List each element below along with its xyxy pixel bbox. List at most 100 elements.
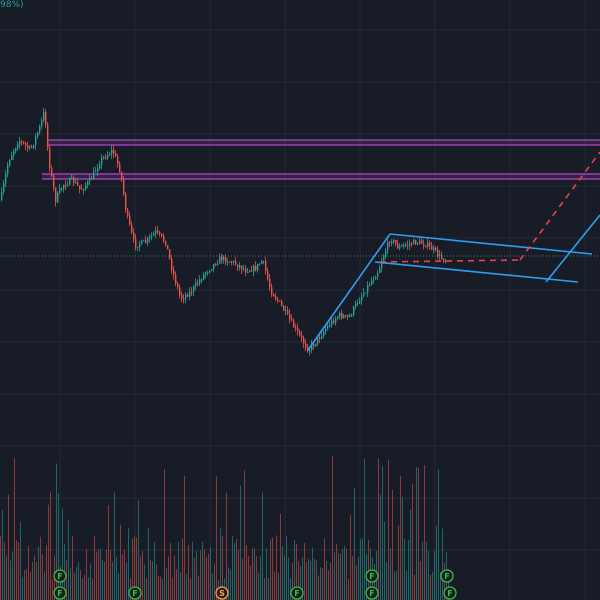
candle-body <box>83 189 85 191</box>
volume-bar <box>232 535 233 600</box>
candle-body <box>209 270 211 273</box>
candle-body <box>395 239 397 244</box>
volume-bar <box>328 570 329 600</box>
candle-body <box>391 241 393 244</box>
resistance-band-layer[interactable] <box>42 139 600 180</box>
candle-body <box>363 292 365 297</box>
candle-body <box>253 265 255 272</box>
candle-body <box>375 277 377 280</box>
event-label: F <box>57 572 62 581</box>
candle-body <box>165 240 167 245</box>
candle-body <box>195 282 197 287</box>
candle-body <box>107 154 109 159</box>
earnings-marker[interactable]: F <box>365 586 379 600</box>
candle-body <box>189 291 191 297</box>
volume-bar <box>414 574 415 600</box>
candle-body <box>57 193 59 203</box>
volume-bar <box>410 509 411 600</box>
candle-body <box>255 265 257 271</box>
volume-bar <box>304 543 305 600</box>
volume-bar <box>138 500 139 600</box>
candle-body <box>409 243 411 246</box>
candle-body <box>291 319 293 321</box>
volume-bar <box>186 574 187 600</box>
candle-body <box>127 209 129 216</box>
volume-bar <box>278 573 279 600</box>
candle-body <box>91 178 93 180</box>
earnings-marker[interactable]: F <box>53 569 67 583</box>
volume-bar <box>292 562 293 600</box>
earnings-marker[interactable]: F <box>128 586 142 600</box>
volume-bar <box>182 538 183 600</box>
candle-body <box>299 331 301 336</box>
volume-bar <box>150 559 151 600</box>
candle-body <box>351 314 353 316</box>
earnings-marker[interactable]: F <box>365 569 379 583</box>
candle-body <box>69 178 71 185</box>
candle-body <box>147 237 149 243</box>
volume-bar <box>332 455 333 600</box>
volume-bar <box>378 458 379 600</box>
volume-bar <box>238 549 239 600</box>
candle-body <box>369 284 371 286</box>
volume-bar <box>126 562 127 600</box>
candle-body <box>125 193 127 210</box>
volume-bar <box>426 541 427 600</box>
volume-bar <box>94 536 95 600</box>
projection-layer[interactable] <box>379 151 600 263</box>
earnings-marker[interactable]: F <box>290 586 304 600</box>
volume-bar <box>40 536 41 600</box>
volume-bar <box>6 555 7 600</box>
candle-body <box>419 240 421 244</box>
candle-body <box>273 294 275 297</box>
candle-body <box>81 188 83 190</box>
volume-layer <box>0 455 449 600</box>
volume-bar <box>260 556 261 600</box>
earnings-marker[interactable]: F <box>440 569 454 583</box>
candle-body <box>399 246 401 249</box>
volume-bar <box>276 535 277 600</box>
channel-layer[interactable] <box>307 214 600 351</box>
event-circle <box>443 586 457 600</box>
candle-body <box>39 126 41 133</box>
candle-body <box>241 265 243 270</box>
volume-bar <box>380 494 381 600</box>
candle-body <box>59 188 61 194</box>
candle-body <box>353 306 355 315</box>
earnings-marker[interactable]: F <box>53 586 67 600</box>
candle-body <box>285 310 287 312</box>
volume-bar <box>262 492 263 600</box>
candle-body <box>205 272 207 275</box>
earnings-marker[interactable]: F <box>443 586 457 600</box>
candle-body <box>87 181 89 186</box>
channel-line <box>307 233 391 351</box>
candle-body <box>227 261 229 263</box>
candle-body <box>151 235 153 237</box>
volume-bar <box>274 571 275 600</box>
candle-body <box>407 245 409 247</box>
volume-bar <box>178 542 179 600</box>
volume-bar <box>76 567 77 600</box>
volume-bar <box>286 536 287 600</box>
volume-bar <box>144 564 145 600</box>
candle-body <box>37 132 39 137</box>
volume-bar <box>204 549 205 600</box>
candle-body <box>339 313 341 317</box>
volume-bar <box>264 577 265 600</box>
volume-bar <box>354 487 355 600</box>
volume-bar <box>406 570 407 600</box>
volume-bar <box>360 539 361 600</box>
split-marker[interactable]: S <box>215 586 229 600</box>
volume-bar <box>132 538 133 600</box>
volume-bar <box>170 543 171 600</box>
volume-bar <box>18 542 19 600</box>
volume-bar <box>8 494 9 600</box>
candle-body <box>233 261 235 263</box>
volume-bar <box>14 457 15 600</box>
volume-bar <box>46 545 47 600</box>
volume-bar <box>52 579 53 600</box>
event-label: F <box>444 572 449 581</box>
